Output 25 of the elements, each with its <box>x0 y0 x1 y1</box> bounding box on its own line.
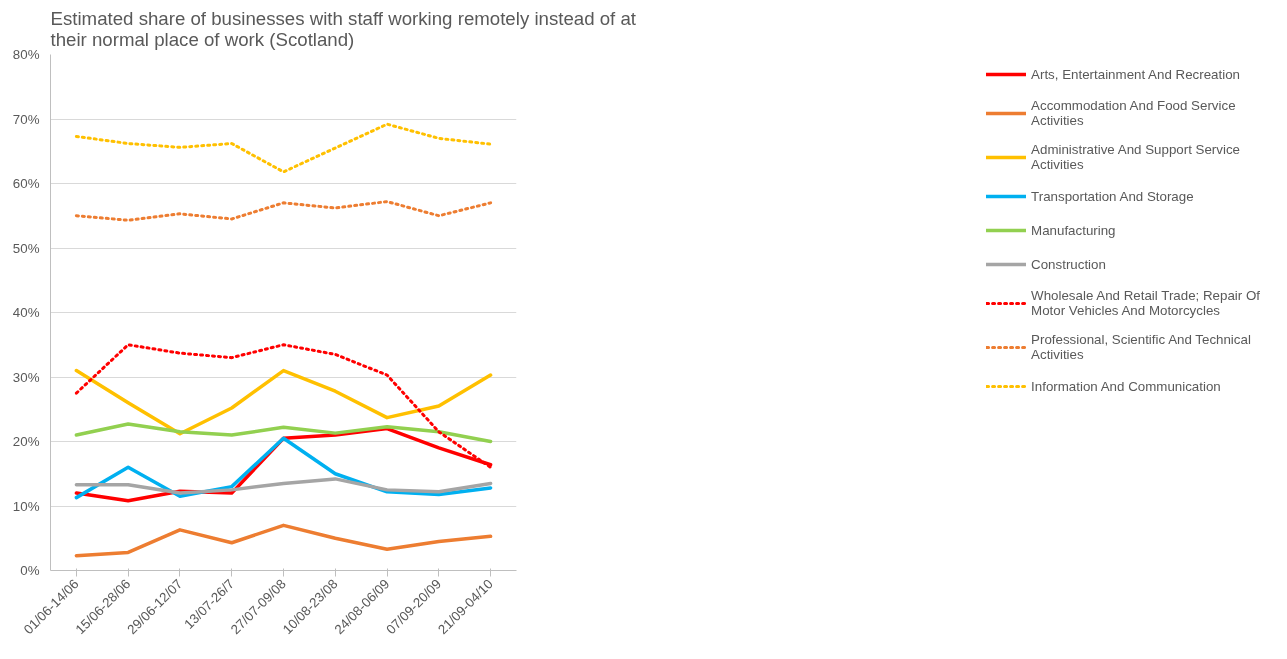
legend-label: Administrative And Support Service Activities <box>1031 142 1240 172</box>
legend-label: Wholesale And Retail Trade; Repair Of Motor Vehicles And Motorcycles <box>1031 288 1260 318</box>
line-series <box>74 477 493 495</box>
legend-label: Accommodation And Food Service Activities <box>1031 98 1236 128</box>
line-series <box>74 200 493 222</box>
y-tick-label: 30% <box>12 369 40 385</box>
y-tick-label: 60% <box>12 176 40 191</box>
line-series <box>74 368 493 436</box>
y-tick-label: 40% <box>12 305 40 320</box>
y-tick-label: 0% <box>20 563 40 578</box>
legend-label: Construction <box>1031 256 1106 272</box>
y-tick-label: 50% <box>12 240 40 256</box>
legend-label: Information And Communication <box>1031 378 1221 394</box>
y-tick-label: 70% <box>12 111 40 127</box>
legend-label: Arts, Entertainment And Recreation <box>1031 66 1240 82</box>
y-tick-label: 80% <box>12 47 40 62</box>
line-series <box>74 122 493 174</box>
line-series <box>74 422 493 444</box>
legend-label: Manufacturing <box>1031 222 1116 238</box>
legend-label: Transportation And Storage <box>1031 188 1194 204</box>
legend-label: Professional, Scientific And Technical Activities <box>1031 332 1251 362</box>
line-series <box>74 523 493 558</box>
y-tick-label: 10% <box>12 498 40 514</box>
y-tick-label: 20% <box>12 434 40 449</box>
chart-title: Estimated share of businesses with staff working remotely instead of at their normal place of work (Scotland) <box>50 7 637 50</box>
